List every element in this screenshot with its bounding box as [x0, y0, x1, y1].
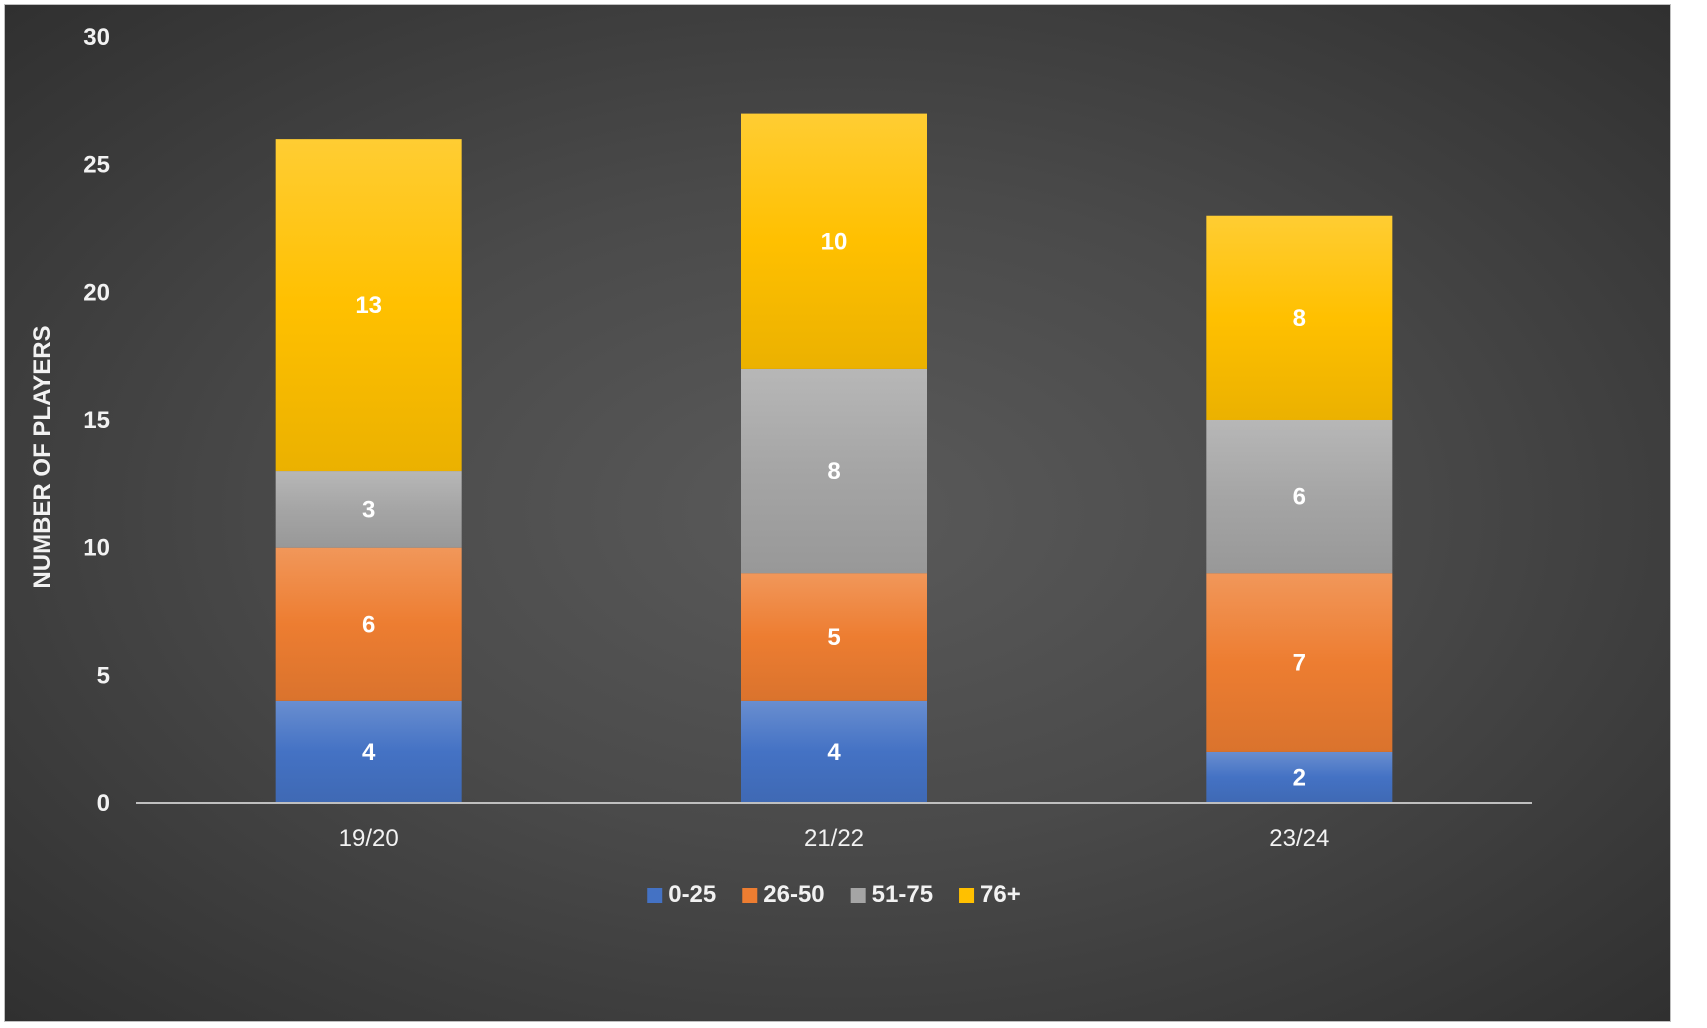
x-tick-label: 23/24 — [1269, 825, 1329, 852]
legend-swatch — [959, 888, 975, 903]
bar-group-19-20: 4 6 3 13 — [275, 139, 462, 803]
bars: 4 6 3 13 4 5 8 10 2 7 6 8 — [275, 113, 1393, 803]
bar-segment-76+ — [1206, 215, 1393, 420]
bar-group-23-24: 2 7 6 8 — [1206, 215, 1393, 803]
bar-segment-0-25 — [1206, 751, 1393, 803]
bar-segment-76+ — [275, 139, 462, 472]
legend-swatch — [742, 888, 758, 903]
y-tick-label: 5 — [97, 662, 110, 689]
x-tick-label: 21/22 — [804, 825, 864, 852]
bar-segment-26-50 — [741, 573, 927, 701]
chart-area: 0 5 10 15 20 25 30 NUMBER OF PLAYERS 4 6 3 13 4 5 8 1… — [4, 4, 1671, 1022]
data-label: 6 — [362, 611, 375, 638]
legend: 0-25 26-50 51-75 76+ — [647, 881, 1021, 908]
legend-item-0-25: 0-25 — [647, 881, 716, 908]
bar-segment-0-25 — [741, 700, 927, 803]
data-label: 3 — [362, 496, 375, 523]
legend-item-51-75: 51-75 — [850, 881, 933, 908]
bar-segment-0-25 — [275, 700, 462, 803]
x-axis-ticks: 19/20 21/22 23/24 — [339, 825, 1330, 852]
bar-group-21-22: 4 5 8 10 — [741, 113, 927, 803]
legend-label: 76+ — [980, 881, 1021, 908]
legend-swatch — [647, 888, 663, 903]
stacked-bar-chart: 0 5 10 15 20 25 30 NUMBER OF PLAYERS 4 6 3 13 4 5 8 1… — [29, 24, 1532, 908]
legend-label: 51-75 — [872, 881, 933, 908]
bar-segment-26-50 — [275, 547, 462, 701]
bar-segment-26-50 — [1206, 573, 1393, 752]
y-tick-label: 0 — [97, 790, 110, 817]
data-label: 2 — [1293, 764, 1306, 791]
legend-label: 26-50 — [763, 881, 824, 908]
data-label: 4 — [827, 739, 841, 766]
y-tick-label: 25 — [83, 152, 110, 179]
bar-segment-51-75 — [1206, 420, 1393, 574]
y-axis-title: NUMBER OF PLAYERS — [29, 325, 56, 588]
bar-segment-51-75 — [741, 368, 927, 574]
data-label: 7 — [1293, 650, 1306, 677]
y-tick-label: 10 — [83, 535, 110, 562]
data-label: 10 — [821, 228, 848, 255]
data-label: 13 — [355, 292, 382, 319]
data-label: 4 — [362, 739, 376, 766]
y-axis-ticks: 0 5 10 15 20 25 30 — [83, 24, 110, 817]
data-label: 5 — [827, 624, 840, 651]
bar-segment-76+ — [741, 113, 927, 369]
data-label: 8 — [1293, 305, 1306, 332]
legend-item-76+: 76+ — [959, 881, 1021, 908]
x-tick-label: 19/20 — [339, 825, 399, 852]
legend-label: 0-25 — [668, 881, 716, 908]
legend-item-26-50: 26-50 — [742, 881, 825, 908]
data-label: 8 — [827, 458, 840, 485]
bar-segment-51-75 — [275, 471, 462, 548]
y-tick-label: 15 — [83, 407, 110, 434]
data-label: 6 — [1293, 484, 1306, 511]
y-tick-label: 30 — [83, 24, 110, 51]
legend-swatch — [850, 888, 866, 903]
y-tick-label: 20 — [83, 279, 110, 306]
